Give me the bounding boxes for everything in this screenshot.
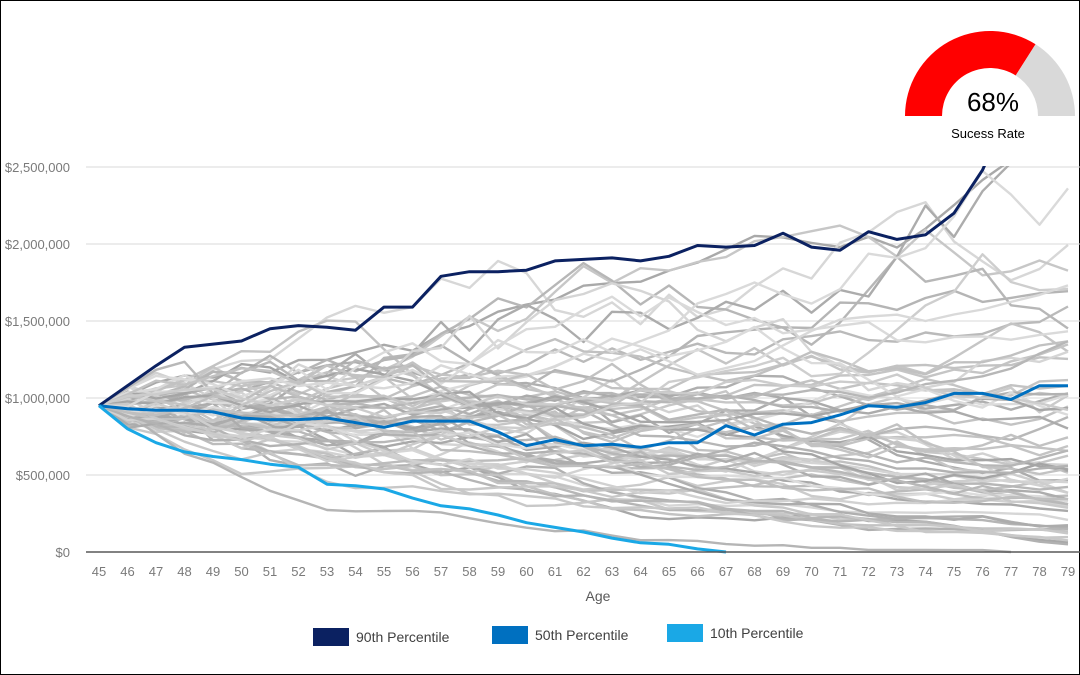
legend-swatch <box>667 624 703 642</box>
x-tick-label: 53 <box>320 564 334 579</box>
x-tick-label: 60 <box>519 564 533 579</box>
success-gauge: 68% Sucess Rate <box>905 30 1075 141</box>
simulation-path <box>98 337 1069 421</box>
legend-label: 50th Percentile <box>535 627 629 643</box>
simulation-path <box>98 289 1069 407</box>
x-tick-label: 45 <box>92 564 106 579</box>
gauge-fill <box>905 30 1036 117</box>
x-tick-label: 74 <box>918 564 932 579</box>
x-tick-label: 75 <box>947 564 961 579</box>
legend-swatch <box>492 626 528 644</box>
legend-swatch <box>313 628 349 646</box>
x-tick-label: 72 <box>861 564 875 579</box>
simulation-path <box>98 396 1069 535</box>
x-tick-label: 63 <box>605 564 619 579</box>
x-tick-label: 73 <box>890 564 904 579</box>
x-axis-title: Age <box>586 588 611 604</box>
y-tick-label: $1,000,000 <box>5 391 70 406</box>
x-tick-label: 68 <box>747 564 761 579</box>
x-tick-label: 58 <box>462 564 476 579</box>
simulation-path <box>98 166 1010 427</box>
x-tick-label: 48 <box>177 564 191 579</box>
x-tick-label: 62 <box>576 564 590 579</box>
legend-label: 10th Percentile <box>710 625 804 641</box>
series-line <box>98 166 986 407</box>
gauge-label: Sucess Rate <box>951 126 1025 141</box>
simulation-path <box>98 402 1069 501</box>
gauge-value: 68% <box>967 87 1019 117</box>
x-tick-label: 69 <box>776 564 790 579</box>
simulation-path <box>98 361 1069 453</box>
simulation-path <box>98 224 1069 415</box>
gauge-track <box>1015 44 1075 116</box>
x-tick-label: 59 <box>491 564 505 579</box>
simulation-path <box>98 404 1069 513</box>
x-tick-label: 65 <box>662 564 676 579</box>
x-tick-label: 51 <box>263 564 277 579</box>
x-tick-label: 50 <box>234 564 248 579</box>
percentile-series <box>98 166 1068 554</box>
x-tick-label: 78 <box>1032 564 1046 579</box>
x-tick-label: 49 <box>206 564 220 579</box>
simulation-path <box>98 305 1069 407</box>
simulation-path <box>98 404 1069 474</box>
y-tick-label: $2,500,000 <box>5 160 70 175</box>
x-tick-label: 71 <box>833 564 847 579</box>
x-tick-label: 57 <box>434 564 448 579</box>
x-tick-label: 79 <box>1061 564 1075 579</box>
y-tick-label: $0 <box>56 545 70 560</box>
x-tick-label: 46 <box>120 564 134 579</box>
x-tick-label: 67 <box>719 564 733 579</box>
simulation-path <box>98 404 1069 539</box>
simulation-path <box>98 404 1012 554</box>
simulation-path <box>98 284 1069 408</box>
x-tick-label: 52 <box>291 564 305 579</box>
x-tick-label: 76 <box>975 564 989 579</box>
simulation-paths <box>98 166 1069 554</box>
simulation-path <box>98 404 1069 508</box>
x-tick-label: 66 <box>690 564 704 579</box>
x-tick-label: 56 <box>405 564 419 579</box>
simulation-path <box>98 404 1069 522</box>
y-tick-label: $1,500,000 <box>5 314 70 329</box>
x-tick-label: 77 <box>1004 564 1018 579</box>
y-tick-label: $2,000,000 <box>5 237 70 252</box>
legend-label: 90th Percentile <box>356 629 450 645</box>
legend: 90th Percentile 50th Percentile 10th Perce… <box>313 624 804 646</box>
simulation-path <box>98 401 1069 468</box>
simulation-path <box>98 402 1069 509</box>
x-tick-label: 70 <box>804 564 818 579</box>
series-line <box>98 384 1068 449</box>
series-line <box>98 404 727 554</box>
x-tick-label: 54 <box>348 564 362 579</box>
simulation-path <box>98 373 1069 419</box>
x-tick-labels: 45 46 47 48 49 50 51 52 53 54 55 56 57 58 59 60 61 62 63 64… <box>92 564 1075 579</box>
y-tick-label: $500,000 <box>16 468 70 483</box>
y-tick-labels: $0 $500,000 $1,000,000 $1,500,000 $2,000,000… <box>5 160 70 560</box>
x-tick-label: 47 <box>149 564 163 579</box>
x-tick-label: 61 <box>548 564 562 579</box>
simulation-path <box>98 404 1069 542</box>
simulation-path <box>98 404 1069 473</box>
simulation-path <box>98 384 1069 504</box>
x-tick-label: 64 <box>633 564 647 579</box>
simulation-path <box>98 200 1069 407</box>
x-tick-label: 55 <box>377 564 391 579</box>
